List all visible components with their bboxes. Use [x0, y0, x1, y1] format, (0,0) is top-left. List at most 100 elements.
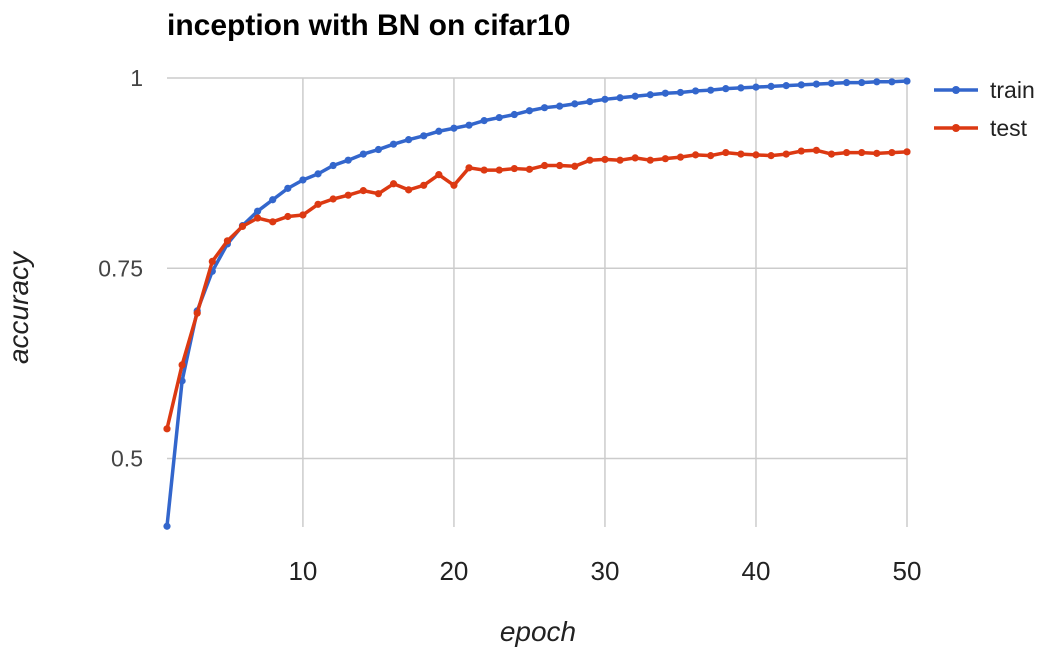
data-point-test — [540, 161, 549, 170]
data-point-test — [193, 309, 201, 317]
data-point-test — [435, 171, 443, 179]
data-point-test — [223, 237, 232, 245]
data-point-train — [767, 82, 775, 90]
data-point-test — [782, 150, 790, 158]
data-point-train — [359, 150, 367, 158]
data-point-train — [435, 127, 443, 135]
data-point-test — [465, 164, 473, 172]
x-tick-label: 30 — [590, 556, 619, 586]
data-point-test — [374, 190, 383, 198]
data-point-test — [722, 148, 730, 157]
data-point-test — [269, 218, 277, 226]
data-point-train — [812, 80, 820, 88]
data-point-test — [842, 148, 851, 157]
data-point-train — [842, 78, 851, 87]
data-point-train — [797, 81, 805, 89]
x-tick-label: 50 — [893, 556, 922, 586]
y-tick-label: 1 — [130, 65, 143, 91]
data-point-train — [314, 170, 322, 178]
series-line-train — [165, 79, 908, 527]
data-point-train — [389, 140, 398, 148]
data-point-test — [405, 186, 413, 194]
data-point-train — [556, 102, 564, 110]
x-axis-ticks: 10 20 30 40 50 — [288, 556, 921, 586]
data-point-test — [631, 154, 639, 162]
data-point-test — [873, 149, 881, 157]
data-point-test — [601, 155, 609, 164]
data-point-train — [646, 91, 654, 99]
data-point-train — [450, 124, 458, 132]
x-axis-label: epoch — [500, 616, 576, 647]
y-tick-label: 0.75 — [98, 255, 143, 281]
data-point-train — [601, 95, 609, 103]
data-point-train — [827, 79, 836, 87]
data-point-test — [797, 147, 805, 155]
data-point-train — [722, 85, 730, 93]
data-point-train — [752, 83, 760, 91]
data-point-test — [556, 161, 564, 170]
data-point-test — [571, 162, 579, 170]
data-point-test — [178, 361, 186, 369]
legend-label: test — [990, 115, 1028, 141]
data-point-test — [254, 214, 262, 222]
data-point-test — [314, 200, 322, 208]
y-axis-label: accuracy — [3, 250, 34, 364]
data-point-train — [691, 87, 700, 95]
data-point-test — [329, 195, 337, 203]
data-point-test — [238, 222, 247, 230]
data-point-train — [420, 132, 428, 140]
data-point-test — [888, 148, 896, 157]
data-point-test — [752, 151, 760, 159]
legend-swatch-point — [952, 124, 960, 132]
y-axis-ticks: 0.5 0.75 1 — [98, 65, 143, 472]
data-point-train — [525, 107, 534, 115]
series-test — [163, 146, 911, 433]
data-point-train — [631, 92, 639, 100]
data-point-train — [676, 88, 685, 97]
x-tick-label: 40 — [742, 556, 771, 586]
data-point-test — [450, 181, 458, 189]
legend-swatch-point — [952, 86, 960, 94]
data-point-test — [480, 166, 488, 174]
data-point-train — [495, 113, 503, 122]
data-point-train — [903, 77, 911, 85]
data-point-train — [737, 84, 745, 92]
gridlines — [167, 77, 908, 527]
data-point-train — [269, 196, 277, 204]
data-point-train — [873, 78, 881, 86]
data-point-test — [495, 166, 503, 174]
data-point-test — [389, 180, 398, 188]
data-point-test — [510, 164, 518, 173]
data-point-test — [616, 156, 624, 164]
legend: train test — [934, 77, 1035, 141]
data-point-train — [540, 104, 549, 112]
data-point-train — [616, 94, 624, 102]
series-layer — [163, 77, 911, 530]
data-point-test — [903, 148, 911, 156]
data-point-test — [359, 187, 367, 195]
data-point-test — [676, 153, 685, 161]
data-point-test — [767, 152, 775, 160]
data-point-test — [737, 150, 745, 158]
data-point-train — [661, 89, 669, 97]
data-point-test — [284, 212, 292, 221]
series-line-test — [165, 148, 908, 430]
data-point-train — [299, 176, 307, 184]
data-point-train — [329, 161, 337, 170]
data-point-test — [691, 151, 700, 159]
data-point-train — [284, 184, 292, 192]
x-tick-label: 20 — [439, 556, 468, 586]
data-point-test — [707, 152, 715, 160]
data-point-test — [646, 156, 654, 164]
data-point-train — [480, 117, 488, 125]
data-point-train — [586, 97, 594, 106]
data-point-train — [344, 156, 352, 164]
data-point-test — [586, 156, 594, 164]
data-point-train — [374, 145, 383, 154]
data-point-test — [827, 150, 836, 158]
y-tick-label: 0.5 — [111, 446, 143, 472]
data-point-train — [254, 207, 262, 215]
legend-label: train — [990, 77, 1035, 103]
data-point-test — [344, 191, 352, 199]
